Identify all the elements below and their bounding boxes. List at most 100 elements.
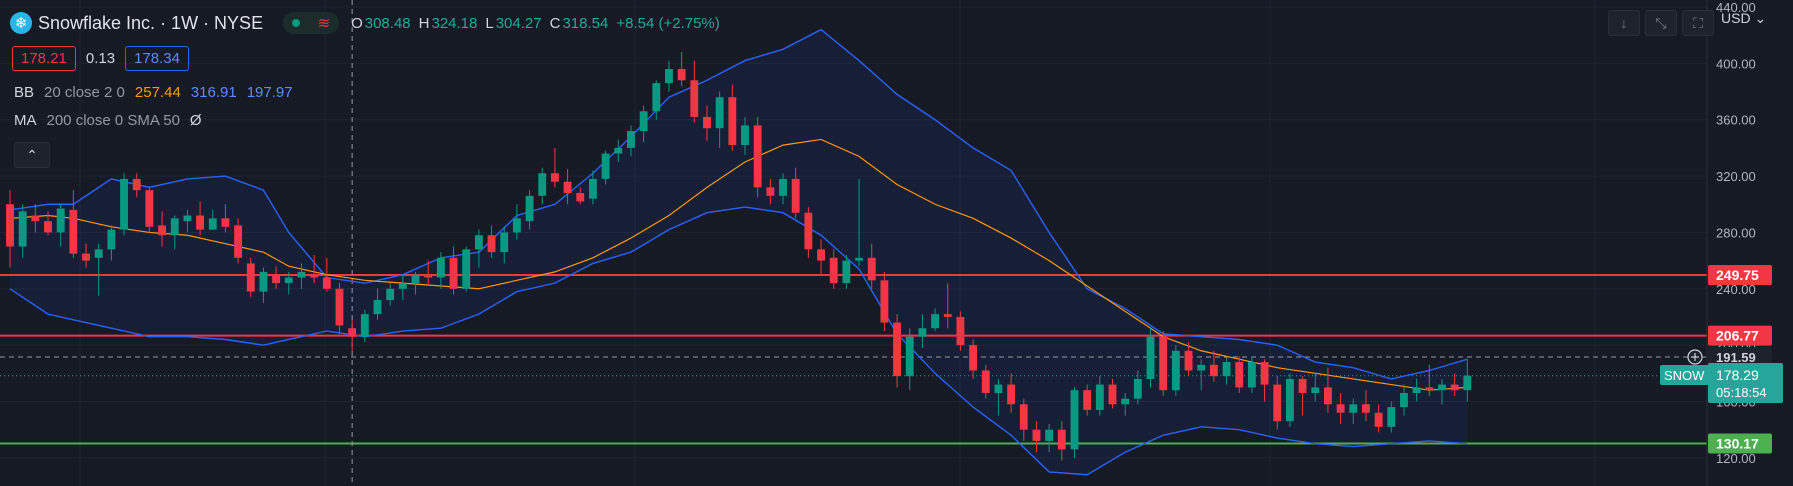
candle-body (867, 257, 876, 281)
candle-body (1184, 350, 1193, 371)
y-tick-label: 120.00 (1716, 451, 1756, 466)
candle-body (234, 225, 243, 258)
candle-body (107, 229, 116, 250)
candle-body (994, 384, 1003, 394)
candle-body (183, 215, 192, 222)
candle-body (1260, 362, 1269, 385)
candle-body (310, 274, 319, 278)
horizontal-lines (0, 274, 1707, 445)
ohlc-high: 324.18 (431, 14, 478, 32)
candle-body (436, 257, 445, 278)
buy-button[interactable]: 178.34 (125, 46, 189, 71)
candle-body (1197, 364, 1206, 371)
candle-body (360, 314, 369, 337)
candle-body (1425, 387, 1434, 391)
candle-body (855, 257, 863, 261)
candle-body (817, 249, 825, 261)
candle-body (1438, 384, 1446, 391)
candle-body (715, 97, 724, 129)
candle-body (1222, 362, 1231, 377)
symbol-title[interactable]: Snowflake Inc. · 1W · NYSE (38, 12, 264, 33)
candle-body (956, 316, 965, 346)
collapse-icon: ⤡ (1655, 14, 1667, 31)
collapse-button[interactable]: ⤡ (1645, 10, 1677, 36)
candle-body (373, 300, 382, 315)
candle-body (297, 271, 306, 278)
candle-body (1159, 336, 1168, 391)
horizontal-line-tag (1708, 325, 1772, 346)
candle-body (1032, 429, 1041, 441)
indicator-bb[interactable]: BB 20 close 2 0 257.44 316.91 197.97 (14, 84, 293, 101)
price-axis-panel (1707, 0, 1793, 486)
candle-body (246, 263, 255, 292)
candle-body (677, 69, 686, 81)
candle-body (94, 249, 103, 258)
candle-body (576, 192, 585, 202)
candle-body (44, 221, 52, 233)
ohlc-values: O 308.48 H 324.18 L 304.27 C 318.54 +8.54 (+… (351, 15, 726, 32)
ohlc-low: 304.27 (495, 14, 542, 32)
candle-body (1045, 429, 1054, 441)
candle-body (779, 178, 787, 196)
symbol-tag (1660, 365, 1709, 385)
candle-body (120, 178, 128, 230)
last-price-box (1708, 363, 1783, 403)
crosshair-price-tag (1708, 347, 1772, 367)
candle-body (969, 345, 978, 371)
candle-body (335, 288, 344, 326)
candle-body (1324, 387, 1332, 405)
indicator-bb-name: BB (14, 84, 35, 101)
quote-panel: 178.21 0.13 178.34 (12, 46, 189, 71)
candle-body (1057, 429, 1066, 450)
sell-button[interactable]: 178.21 (12, 46, 76, 71)
candle-body (1463, 375, 1472, 391)
last-price-tag: SNOW 178.29 05:18:54 (1660, 363, 1783, 403)
candle-body (1095, 384, 1104, 410)
price-labels: 249.75 206.77 130.17 (1708, 265, 1772, 454)
currency-label: USD (1721, 10, 1751, 26)
candle-body (1108, 384, 1117, 405)
arrow-down-icon: ↓ (1620, 15, 1628, 31)
candle-body (981, 370, 990, 394)
scroll-down-button[interactable]: ↓ (1608, 10, 1640, 36)
candle-body (322, 277, 331, 289)
y-tick-label: 280.00 (1716, 225, 1756, 240)
candle-body (1146, 336, 1155, 379)
y-tick-label: 240.00 (1716, 282, 1756, 297)
candle-body (1273, 384, 1282, 422)
candle-body (525, 195, 534, 222)
indicator-ma[interactable]: MA 200 close 0 SMA 50 Ø (14, 112, 202, 129)
y-tick-label: 400.00 (1716, 56, 1756, 71)
candle-body (208, 218, 217, 230)
market-status-badge[interactable]: ≋ (283, 12, 340, 34)
horizontal-line-label: 249.75 (1716, 267, 1759, 283)
crosshair-label: 191.59 (1687, 347, 1772, 367)
candle-body (563, 181, 572, 193)
candle-body (893, 322, 901, 377)
candle-body (259, 271, 268, 292)
candle-body (18, 211, 27, 247)
candle-body (1083, 390, 1092, 410)
ohlc-label-low: L (485, 14, 494, 32)
candle-body (905, 336, 914, 377)
candle-body (348, 328, 357, 337)
fullscreen-button[interactable]: ⛶ (1682, 10, 1714, 36)
candle-body (196, 215, 205, 230)
candle-body (703, 116, 711, 129)
horizontal-line-label: 206.77 (1716, 328, 1759, 344)
candle-body (842, 260, 851, 284)
candle-body (82, 253, 90, 261)
candle-body (386, 288, 395, 301)
chart-tools: ↓ ⤡ ⛶ (1608, 10, 1714, 36)
collapse-legend-button[interactable]: ⌃ (14, 142, 50, 168)
candle-body (589, 178, 597, 199)
candle-body (56, 208, 65, 233)
indicator-ma-value: Ø (189, 112, 202, 129)
candle-body (627, 131, 635, 148)
currency-select[interactable]: USD ⌄ (1721, 10, 1766, 27)
chevron-up-icon: ⌃ (26, 146, 38, 163)
horizontal-line-tag (1708, 433, 1772, 454)
candle-body (170, 218, 179, 236)
candle-body (411, 274, 420, 284)
